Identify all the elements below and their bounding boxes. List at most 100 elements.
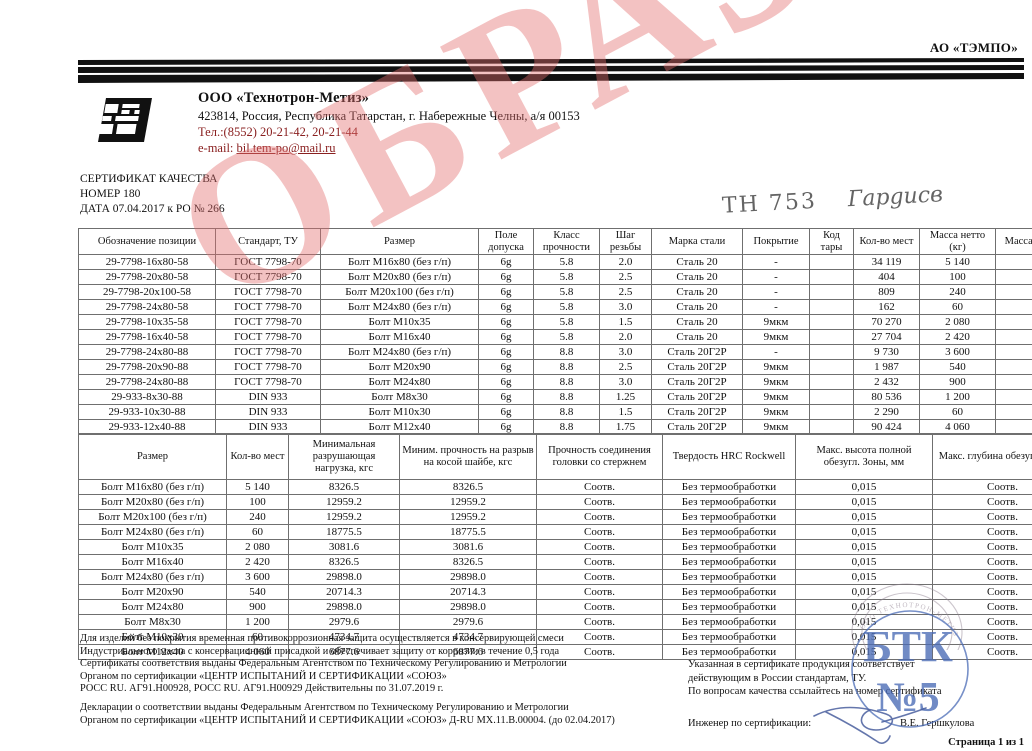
spec-cell-r5-c2: Болт М16х40 bbox=[321, 330, 479, 345]
spec-cell-r6-c6: Сталь 20Г2Р bbox=[652, 345, 743, 360]
mech-col-header-0: Размер bbox=[79, 434, 227, 480]
footer-note-line-5: РОСС RU. АГ91.Н00928, РОСС RU. АГ91.Н009… bbox=[80, 683, 680, 696]
spec-cell-r1-c8 bbox=[810, 270, 854, 285]
handwritten-note-1: ТН 753 bbox=[721, 189, 817, 219]
spec-cell-r2-c5: 2.5 bbox=[600, 285, 652, 300]
spec-col-header-8: Код тары bbox=[810, 229, 854, 255]
spec-col-header-3: Поле допуска bbox=[479, 229, 534, 255]
spec-cell-r5-c1: ГОСТ 7798-70 bbox=[216, 330, 321, 345]
spec-cell-r3-c3: 6g bbox=[479, 300, 534, 315]
spec-cell-r3-c4: 5.8 bbox=[534, 300, 600, 315]
mech-cell-r1-c3: 12959.2 bbox=[400, 495, 537, 510]
spec-cell-r7-c11 bbox=[996, 360, 1032, 375]
spec-cell-r3-c2: Болт М24х80 (без г/п) bbox=[321, 300, 479, 315]
spec-cell-r3-c6: Сталь 20 bbox=[652, 300, 743, 315]
spec-cell-r3-c5: 3.0 bbox=[600, 300, 652, 315]
mech-cell-r5-c2: 8326.5 bbox=[289, 555, 400, 570]
spec-cell-r8-c10: 900 bbox=[920, 375, 996, 390]
spec-col-header-6: Марка стали bbox=[652, 229, 743, 255]
mech-col-header-4: Прочность соединения головки со стержнем bbox=[537, 434, 663, 480]
spec-cell-r4-c4: 5.8 bbox=[534, 315, 600, 330]
mech-cell-r8-c4: Соотв. bbox=[537, 600, 663, 615]
mech-cell-r4-c1: 2 080 bbox=[227, 540, 289, 555]
spec-cell-r4-c8 bbox=[810, 315, 854, 330]
mech-cell-r3-c0: Болт М24х80 (без г/п) bbox=[79, 525, 227, 540]
mech-cell-r4-c7: Соотв. bbox=[933, 540, 1032, 555]
handwritten-note-2: Гаpgисв bbox=[847, 182, 943, 212]
mech-cell-r6-c1: 3 600 bbox=[227, 570, 289, 585]
spec-cell-r3-c10: 60 bbox=[920, 300, 996, 315]
spec-cell-r0-c2: Болт М16х80 (без г/п) bbox=[321, 255, 479, 270]
spec-cell-r6-c0: 29-7798-24x80-88 bbox=[79, 345, 216, 360]
mech-cell-r5-c5: Без термообработки bbox=[663, 555, 796, 570]
spec-cell-r0-c10: 5 140 bbox=[920, 255, 996, 270]
spec-cell-r1-c1: ГОСТ 7798-70 bbox=[216, 270, 321, 285]
mech-cell-r7-c0: Болт М20х90 bbox=[79, 585, 227, 600]
mech-cell-r6-c0: Болт М24х80 (без г/п) bbox=[79, 570, 227, 585]
spec-cell-r7-c8 bbox=[810, 360, 854, 375]
company-email-link[interactable]: bil.tem-po@mail.ru bbox=[237, 141, 336, 155]
certificate-title: СЕРТИФИКАТ КАЧЕСТВА bbox=[80, 172, 225, 187]
mech-cell-r1-c6: 0,015 bbox=[796, 495, 933, 510]
spec-col-header-5: Шаг резьбы bbox=[600, 229, 652, 255]
mech-cell-r1-c5: Без термообработки bbox=[663, 495, 796, 510]
spec-cell-r4-c6: Сталь 20 bbox=[652, 315, 743, 330]
spec-cell-r6-c3: 6g bbox=[479, 345, 534, 360]
spec-cell-r7-c1: ГОСТ 7798-70 bbox=[216, 360, 321, 375]
signature-row: Инженер по сертификации: В.Е. Гершкулова bbox=[688, 717, 1028, 737]
spec-col-header-2: Размер bbox=[321, 229, 479, 255]
spec-cell-r10-c4: 8.8 bbox=[534, 405, 600, 420]
spec-cell-r8-c1: ГОСТ 7798-70 bbox=[216, 375, 321, 390]
mech-cell-r3-c4: Соотв. bbox=[537, 525, 663, 540]
mech-cell-r8-c2: 29898.0 bbox=[289, 600, 400, 615]
mech-cell-r5-c3: 8326.5 bbox=[400, 555, 537, 570]
mech-cell-r3-c6: 0,015 bbox=[796, 525, 933, 540]
spec-cell-r0-c1: ГОСТ 7798-70 bbox=[216, 255, 321, 270]
spec-cell-r5-c7: 9мкм bbox=[743, 330, 810, 345]
mech-cell-r10-c7: Соотв. bbox=[933, 630, 1032, 645]
footer-notes-right: Указанная в сертификате продукция соотве… bbox=[688, 658, 1028, 737]
spec-cell-r3-c7: - bbox=[743, 300, 810, 315]
mech-cell-r1-c0: Болт М20х80 (без г/п) bbox=[79, 495, 227, 510]
spec-cell-r6-c5: 3.0 bbox=[600, 345, 652, 360]
company-email-label: e-mail: bbox=[198, 141, 233, 155]
mech-cell-r2-c4: Соотв. bbox=[537, 510, 663, 525]
mech-cell-r2-c3: 12959.2 bbox=[400, 510, 537, 525]
spec-cell-r9-c2: Болт М8х30 bbox=[321, 390, 479, 405]
spec-cell-r9-c10: 1 200 bbox=[920, 390, 996, 405]
mech-cell-r3-c7: Соотв. bbox=[933, 525, 1032, 540]
spec-cell-r8-c5: 3.0 bbox=[600, 375, 652, 390]
mech-cell-r9-c5: Без термообработки bbox=[663, 615, 796, 630]
spec-cell-r10-c5: 1.5 bbox=[600, 405, 652, 420]
spec-cell-r8-c2: Болт М24х80 bbox=[321, 375, 479, 390]
mech-cell-r3-c2: 18775.5 bbox=[289, 525, 400, 540]
spec-cell-r9-c7: 9мкм bbox=[743, 390, 810, 405]
conformity-line-2: действующим в России стандартам, ТУ. bbox=[688, 672, 1028, 686]
spec-cell-r10-c9: 2 290 bbox=[854, 405, 920, 420]
mech-cell-r5-c7: Соотв. bbox=[933, 555, 1032, 570]
spec-cell-r5-c5: 2.0 bbox=[600, 330, 652, 345]
footer-note-line-1: Для изделий без покрытия временная проти… bbox=[80, 633, 680, 646]
mech-cell-r8-c1: 900 bbox=[227, 600, 289, 615]
spec-cell-r6-c11 bbox=[996, 345, 1032, 360]
mech-cell-r3-c1: 60 bbox=[227, 525, 289, 540]
spec-cell-r10-c8 bbox=[810, 405, 854, 420]
spec-cell-r8-c9: 2 432 bbox=[854, 375, 920, 390]
spec-cell-r2-c7: - bbox=[743, 285, 810, 300]
handwritten-annotation: ТН 753 Гаpgисв bbox=[721, 182, 943, 219]
spec-cell-r9-c8 bbox=[810, 390, 854, 405]
company-name: ООО «Технотрон-Метиз» bbox=[198, 90, 580, 107]
spec-cell-r6-c2: Болт М24х80 (без г/п) bbox=[321, 345, 479, 360]
mech-cell-r4-c5: Без термообработки bbox=[663, 540, 796, 555]
footer-note-line-3: Сертификаты соответствия выданы Федераль… bbox=[80, 658, 680, 671]
mech-col-header-3: Миним. прочность на разрыв на косой шайб… bbox=[400, 434, 537, 480]
